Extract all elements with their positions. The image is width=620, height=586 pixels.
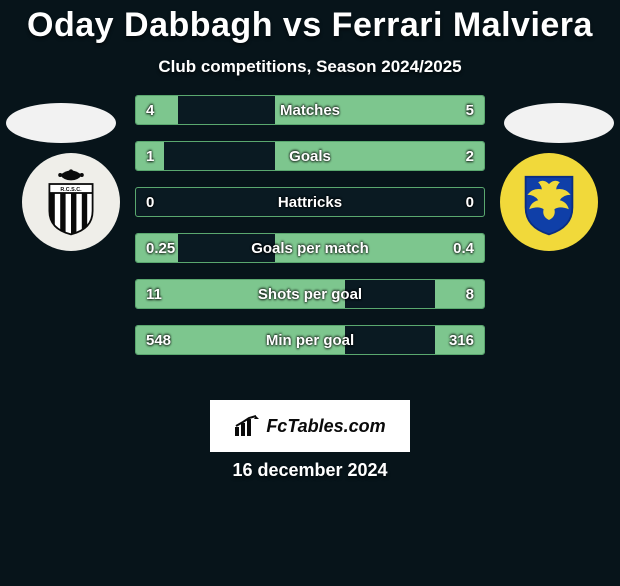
page-subtitle: Club competitions, Season 2024/2025 — [0, 57, 620, 77]
sttruiden-crest-icon — [513, 166, 585, 238]
svg-text:R.C.S.C.: R.C.S.C. — [60, 187, 82, 193]
stat-fill-right — [275, 234, 484, 262]
stat-fill-left — [136, 280, 345, 308]
club-crest-left: R.C.S.C. — [22, 153, 120, 251]
player-photo-right — [504, 103, 614, 143]
stat-row: 548316Min per goal — [135, 325, 485, 355]
branding-text: FcTables.com — [266, 416, 385, 437]
stat-fill-right — [435, 280, 484, 308]
stat-label: Hattricks — [136, 188, 484, 216]
comparison-date: 16 december 2024 — [0, 460, 620, 481]
stat-fill-left — [136, 142, 164, 170]
page-title: Oday Dabbagh vs Ferrari Malviera — [0, 6, 620, 45]
stat-fill-left — [136, 326, 345, 354]
stat-value-right: 0 — [466, 188, 474, 216]
club-crest-right — [500, 153, 598, 251]
fctables-logo-icon — [234, 415, 260, 437]
stat-row: 0 0Hattricks — [135, 187, 485, 217]
stat-bars: 45Matches 12Goals 0 0Hattricks 0.250.4Goals … — [135, 95, 485, 371]
player-photo-left — [6, 103, 116, 143]
stat-fill-left — [136, 234, 178, 262]
stat-value-left: 0 — [146, 188, 154, 216]
stat-fill-right — [275, 96, 484, 124]
stat-fill-left — [136, 96, 178, 124]
stat-row: 118Shots per goal — [135, 279, 485, 309]
stat-row: 45Matches — [135, 95, 485, 125]
stat-fill-right — [435, 326, 484, 354]
stat-fill-right — [275, 142, 484, 170]
charleroi-crest-icon: R.C.S.C. — [35, 166, 107, 238]
branding-badge: FcTables.com — [210, 400, 410, 452]
stat-row: 0.250.4Goals per match — [135, 233, 485, 263]
stat-row: 12Goals — [135, 141, 485, 171]
